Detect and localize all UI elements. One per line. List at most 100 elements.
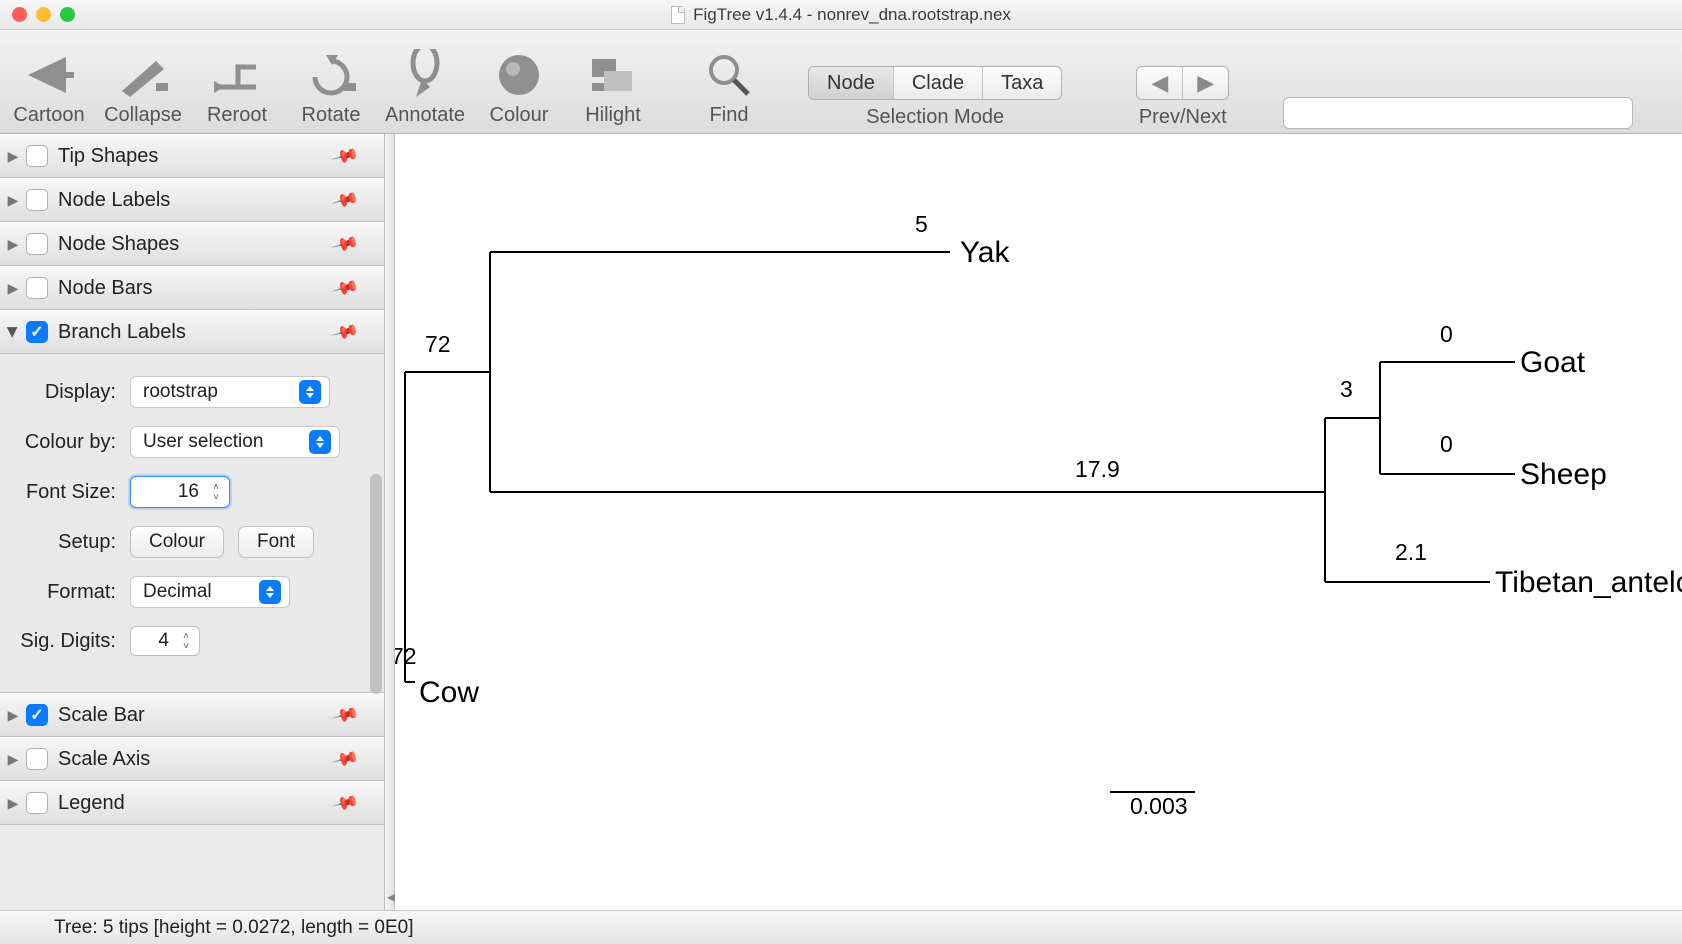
panel-legend[interactable]: ▶ Legend 📌 [0,781,384,825]
panel-node-shapes[interactable]: ▶ Node Shapes 📌 [0,222,384,266]
rotate-button[interactable]: Rotate [286,46,376,129]
scale-axis-checkbox[interactable] [26,748,48,770]
next-button[interactable]: ▶ [1183,67,1228,99]
sig-digits-value: 4 [143,630,169,652]
node-bars-checkbox[interactable] [26,277,48,299]
arrow-left-icon: ◀ [1151,70,1168,95]
panel-branch-labels[interactable]: ▶ Branch Labels 📌 [0,310,384,354]
pin-icon[interactable]: 📌 [330,788,360,817]
pin-icon[interactable]: 📌 [330,185,360,214]
canvas-wrap: ◀ YakGoatSheepTibetan_antelopeCow5720301… [385,134,1682,910]
node-labels-label: Node Labels [58,189,170,212]
colour-by-label: Colour by: [6,431,116,454]
scale-bar-checkbox[interactable] [26,704,48,726]
branch-labels-checkbox[interactable] [26,321,48,343]
collapse-icon [116,48,170,102]
sig-digits-input[interactable]: 4 ˄˅ [130,626,200,656]
status-text: Tree: 5 tips [height = 0.0272, length = … [54,917,414,939]
toolbar: Cartoon Collapse Reroot Rotate Annotate … [0,30,1682,134]
setup-label: Setup: [6,531,116,554]
font-size-input[interactable]: 16 ˄˅ [130,476,230,508]
setup-font-button[interactable]: Font [238,526,314,558]
svg-text:0: 0 [1440,321,1453,347]
chevron-down-icon[interactable]: ▶ [5,323,22,341]
sig-digits-label: Sig. Digits: [6,630,116,653]
panel-node-labels[interactable]: ▶ Node Labels 📌 [0,178,384,222]
panel-tip-shapes[interactable]: ▶ Tip Shapes 📌 [0,134,384,178]
tip-shapes-checkbox[interactable] [26,145,48,167]
chevron-updown-icon [299,380,321,404]
sidebar-scrollbar[interactable] [366,134,384,910]
annotate-button[interactable]: Annotate [380,46,470,129]
panel-scale-bar[interactable]: ▶ Scale Bar 📌 [0,693,384,737]
tree-canvas[interactable]: YakGoatSheepTibetan_antelopeCow57203017.… [395,134,1682,910]
pin-icon[interactable]: 📌 [330,317,360,346]
format-value: Decimal [143,581,212,603]
svg-text:0: 0 [1440,431,1453,457]
pin-icon[interactable]: 📌 [330,700,360,729]
chevron-right-icon[interactable]: ▶ [4,148,22,165]
display-select[interactable]: rootstrap [130,376,330,408]
collapse-button[interactable]: Collapse [98,46,188,129]
svg-text:72: 72 [425,331,451,357]
node-shapes-label: Node Shapes [58,233,179,256]
chevron-updown-icon [309,430,331,454]
hilight-button[interactable]: Hilight [568,46,658,129]
selection-mode-label: Selection Mode [866,106,1004,129]
node-shapes-checkbox[interactable] [26,233,48,255]
collapse-label: Collapse [104,104,182,127]
chevron-right-icon[interactable]: ▶ [4,280,22,297]
find-label: Find [710,104,749,127]
legend-checkbox[interactable] [26,792,48,814]
reroot-button[interactable]: Reroot [192,46,282,129]
reroot-label: Reroot [207,104,267,127]
cartoon-button[interactable]: Cartoon [4,46,94,129]
annotate-label: Annotate [385,104,465,127]
pin-icon[interactable]: 📌 [330,141,360,170]
minimize-window-button[interactable] [36,7,51,22]
main-area: ▶ Tip Shapes 📌 ▶ Node Labels 📌 ▶ Node Sh… [0,134,1682,910]
selection-mode-taxa[interactable]: Taxa [983,67,1061,99]
toolbar-search-input[interactable] [1283,97,1633,129]
selection-mode-node[interactable]: Node [809,67,894,99]
setup-colour-button[interactable]: Colour [130,526,224,558]
chevron-right-icon[interactable]: ▶ [4,707,22,724]
chevron-right-icon[interactable]: ▶ [4,795,22,812]
format-select[interactable]: Decimal [130,576,290,608]
status-bar: Tree: 5 tips [height = 0.0272, length = … [0,910,1682,944]
font-size-value: 16 [145,481,199,503]
pin-icon[interactable]: 📌 [330,744,360,773]
find-icon [706,48,752,102]
chevron-right-icon[interactable]: ▶ [4,192,22,209]
prev-next-group: ◀ ▶ Prev/Next [1136,66,1229,129]
chevron-right-icon[interactable]: ▶ [4,236,22,253]
colour-by-select[interactable]: User selection [130,426,340,458]
arrow-right-icon: ▶ [1197,70,1214,95]
chevron-right-icon[interactable]: ▶ [4,751,22,768]
splitter-handle[interactable]: ◀ [385,134,395,910]
pin-icon[interactable]: 📌 [330,273,360,302]
hilight-icon [586,48,640,102]
svg-text:Yak: Yak [960,236,1010,269]
prev-button[interactable]: ◀ [1137,67,1183,99]
window-controls [12,7,75,22]
selection-mode-group: Node Clade Taxa Selection Mode [808,66,1062,129]
colour-button[interactable]: Colour [474,46,564,129]
panel-scale-axis[interactable]: ▶ Scale Axis 📌 [0,737,384,781]
pin-icon[interactable]: 📌 [330,229,360,258]
find-button[interactable]: Find [684,46,774,129]
sig-digits-stepper[interactable]: ˄˅ [179,631,193,651]
node-labels-checkbox[interactable] [26,189,48,211]
scrollbar-thumb[interactable] [370,474,382,694]
rotate-label: Rotate [302,104,361,127]
svg-text:Sheep: Sheep [1520,458,1607,491]
close-window-button[interactable] [12,7,27,22]
sidebar: ▶ Tip Shapes 📌 ▶ Node Labels 📌 ▶ Node Sh… [0,134,385,910]
display-select-value: rootstrap [143,381,218,403]
window-title-wrap: FigTree v1.4.4 - nonrev_dna.rootstrap.ne… [671,5,1011,25]
zoom-window-button[interactable] [60,7,75,22]
selection-mode-clade[interactable]: Clade [894,67,983,99]
panel-node-bars[interactable]: ▶ Node Bars 📌 [0,266,384,310]
font-size-stepper[interactable]: ˄˅ [209,482,223,502]
node-bars-label: Node Bars [58,277,153,300]
